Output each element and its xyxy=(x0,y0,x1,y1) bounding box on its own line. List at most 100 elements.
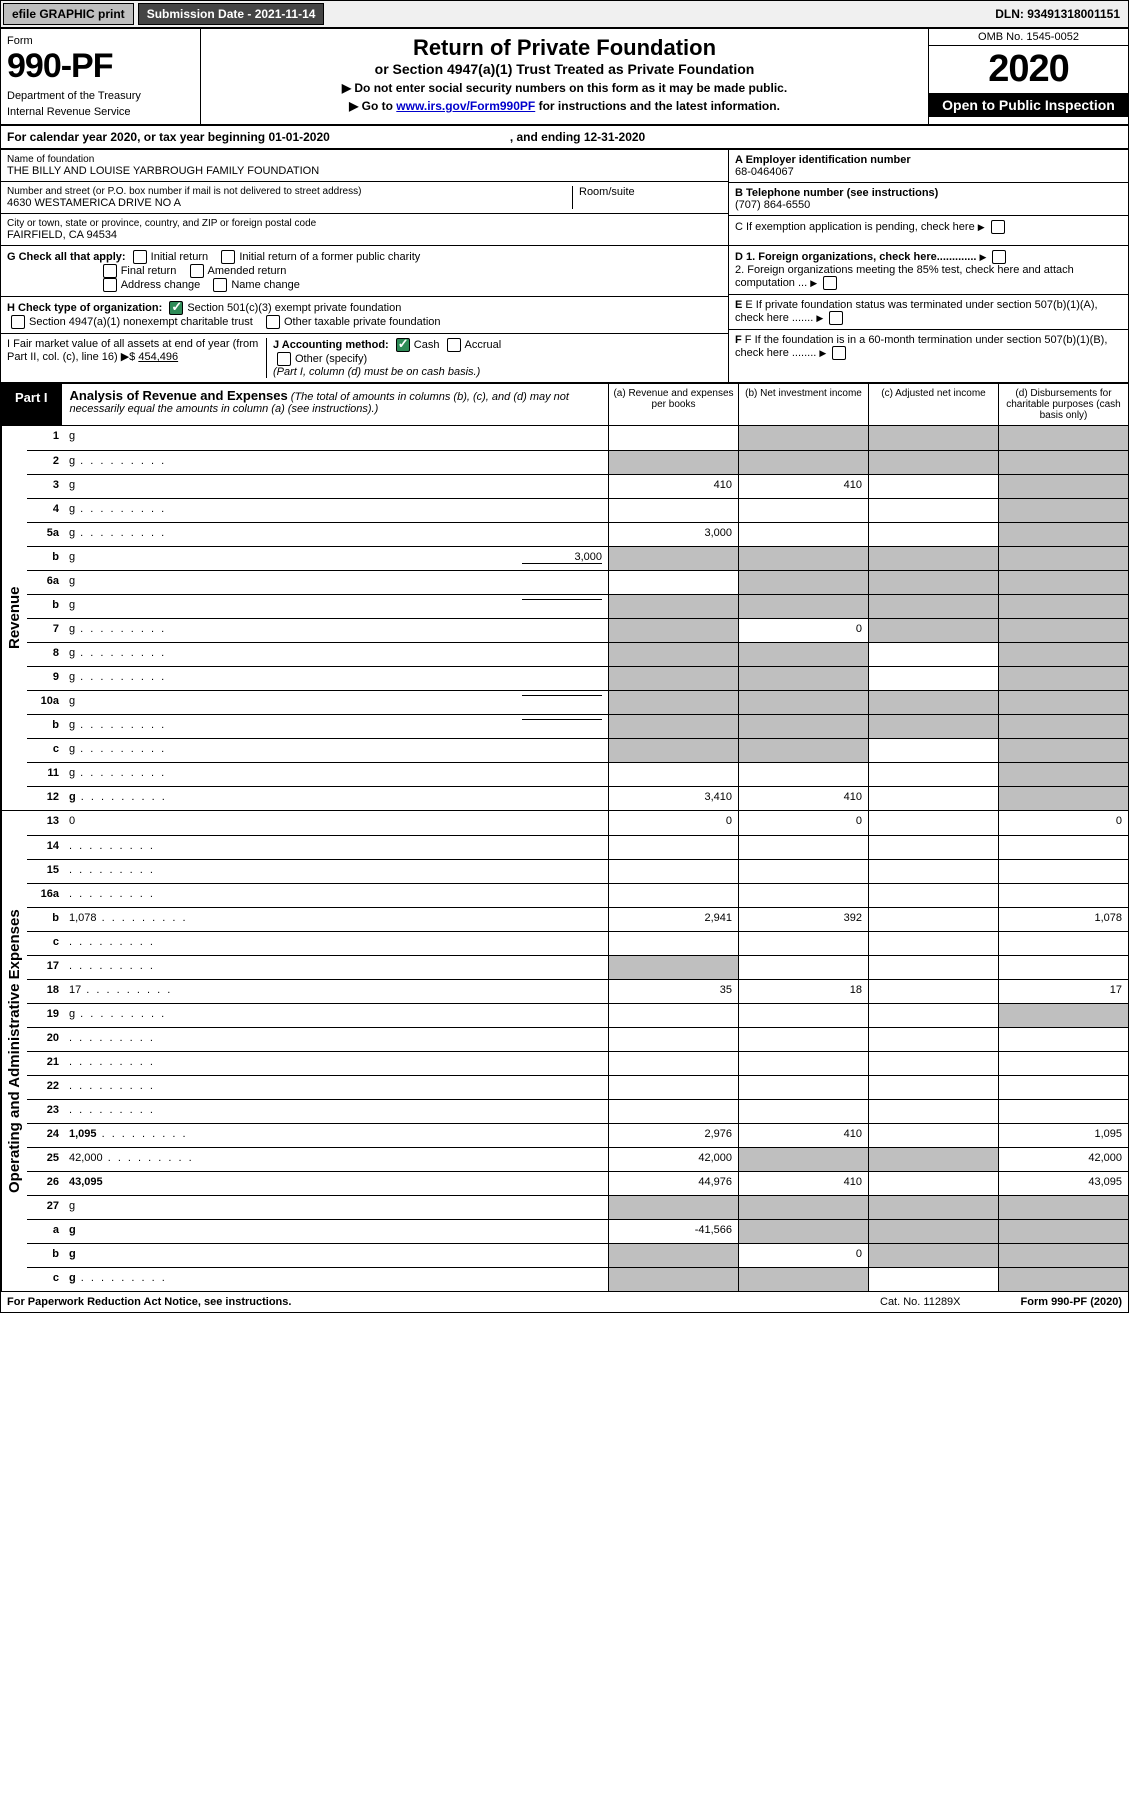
table-row: 2g xyxy=(27,450,1128,474)
chk-d2[interactable] xyxy=(823,276,837,290)
amt-d xyxy=(998,1052,1128,1075)
row-desc xyxy=(63,860,608,883)
table-row: 8g xyxy=(27,642,1128,666)
lower-right: D 1. Foreign organizations, check here..… xyxy=(728,246,1128,382)
row-desc: g xyxy=(63,595,608,618)
amt-c xyxy=(868,547,998,570)
g-final: Final return xyxy=(121,265,177,277)
row-number: b xyxy=(27,908,63,931)
row-number: 3 xyxy=(27,475,63,498)
row-number: b xyxy=(27,1244,63,1267)
amt-a: 2,976 xyxy=(608,1124,738,1147)
chk-amended[interactable] xyxy=(190,264,204,278)
amt-a: 3,000 xyxy=(608,523,738,546)
amt-c xyxy=(868,932,998,955)
j-note: (Part I, column (d) must be on cash basi… xyxy=(273,366,480,378)
i-label: I Fair market value of all assets at end… xyxy=(7,338,258,363)
table-row: 7g0 xyxy=(27,618,1128,642)
row-desc xyxy=(63,1028,608,1051)
row-desc: g xyxy=(63,643,608,666)
table-row: 16a xyxy=(27,883,1128,907)
part1-tab: Part I xyxy=(1,384,62,425)
amt-a xyxy=(608,643,738,666)
amt-a xyxy=(608,451,738,474)
header-left: Form 990-PF Department of the Treasury I… xyxy=(1,29,201,124)
amt-a xyxy=(608,619,738,642)
amt-b xyxy=(738,1196,868,1219)
row-number: 4 xyxy=(27,499,63,522)
row-desc: g xyxy=(63,571,608,594)
row-number: 6a xyxy=(27,571,63,594)
amt-b xyxy=(738,956,868,979)
dept-treasury: Department of the Treasury xyxy=(7,90,194,102)
amt-b: 0 xyxy=(738,811,868,835)
amt-b: 0 xyxy=(738,1244,868,1267)
row-desc: 1,095 xyxy=(63,1124,608,1147)
j-other: Other (specify) xyxy=(295,353,367,365)
chk-initial2[interactable] xyxy=(221,250,235,264)
col-headers: (a) Revenue and expenses per books (b) N… xyxy=(608,384,1128,425)
cat-no: Cat. No. 11289X xyxy=(880,1296,961,1308)
paperwork-notice: For Paperwork Reduction Act Notice, see … xyxy=(7,1296,291,1308)
arrow-icon xyxy=(819,347,828,359)
amt-d xyxy=(998,787,1128,810)
row-number: a xyxy=(27,1220,63,1243)
amt-d: 42,000 xyxy=(998,1148,1128,1171)
c-checkbox[interactable] xyxy=(991,220,1005,234)
revenue-label: Revenue xyxy=(1,426,27,810)
chk-addr[interactable] xyxy=(103,278,117,292)
chk-accrual[interactable] xyxy=(447,338,461,352)
form-link[interactable]: www.irs.gov/Form990PF xyxy=(396,99,535,113)
chk-name[interactable] xyxy=(213,278,227,292)
chk-e[interactable] xyxy=(829,311,843,325)
row-desc: g xyxy=(63,1196,608,1219)
chk-final[interactable] xyxy=(103,264,117,278)
amt-d: 1,095 xyxy=(998,1124,1128,1147)
amt-a xyxy=(608,667,738,690)
h-row: H Check type of organization: Section 50… xyxy=(1,296,728,333)
f-label: F If the foundation is in a 60-month ter… xyxy=(735,334,1107,359)
chk-f[interactable] xyxy=(832,346,846,360)
table-row: bg xyxy=(27,714,1128,738)
chk-cash[interactable] xyxy=(396,338,410,352)
amt-a xyxy=(608,1268,738,1291)
row-number: 26 xyxy=(27,1172,63,1195)
amt-c xyxy=(868,1028,998,1051)
table-row: 23 xyxy=(27,1099,1128,1123)
chk-501c3[interactable] xyxy=(169,301,183,315)
chk-d1[interactable] xyxy=(992,250,1006,264)
ssn-warning: ▶ Do not enter social security numbers o… xyxy=(211,81,918,95)
amt-a: -41,566 xyxy=(608,1220,738,1243)
amt-b xyxy=(738,836,868,859)
amt-b xyxy=(738,499,868,522)
row-desc: 42,000 xyxy=(63,1148,608,1171)
amt-d xyxy=(998,667,1128,690)
amt-d xyxy=(998,1028,1128,1051)
g-initial2: Initial return of a former public charit… xyxy=(239,251,420,263)
amt-a xyxy=(608,860,738,883)
row-number: c xyxy=(27,932,63,955)
room-label: Room/suite xyxy=(572,186,722,209)
g-name: Name change xyxy=(231,279,300,291)
row-desc: g xyxy=(63,499,608,522)
row-desc: g xyxy=(63,1244,608,1267)
table-row: 2643,09544,97641043,095 xyxy=(27,1171,1128,1195)
row-number: b xyxy=(27,715,63,738)
d-row: D 1. Foreign organizations, check here..… xyxy=(729,246,1128,294)
amt-a xyxy=(608,1028,738,1051)
row-number: 12 xyxy=(27,787,63,810)
amt-a xyxy=(608,932,738,955)
submission-date: Submission Date - 2021-11-14 xyxy=(138,3,325,25)
chk-other-tax[interactable] xyxy=(266,315,280,329)
h-label: H Check type of organization: xyxy=(7,302,162,314)
amt-d xyxy=(998,1196,1128,1219)
chk-initial[interactable] xyxy=(133,250,147,264)
amt-c xyxy=(868,1052,998,1075)
revenue-section: Revenue 1g2g3g4104104g5ag3,000bg3,0006ag… xyxy=(0,426,1129,811)
form-ref: Form 990-PF (2020) xyxy=(1021,1296,1122,1308)
chk-4947[interactable] xyxy=(11,315,25,329)
amt-b xyxy=(738,571,868,594)
efile-btn[interactable]: efile GRAPHIC print xyxy=(3,3,134,25)
chk-other-method[interactable] xyxy=(277,352,291,366)
lower-info: G Check all that apply: Initial return I… xyxy=(0,246,1129,383)
